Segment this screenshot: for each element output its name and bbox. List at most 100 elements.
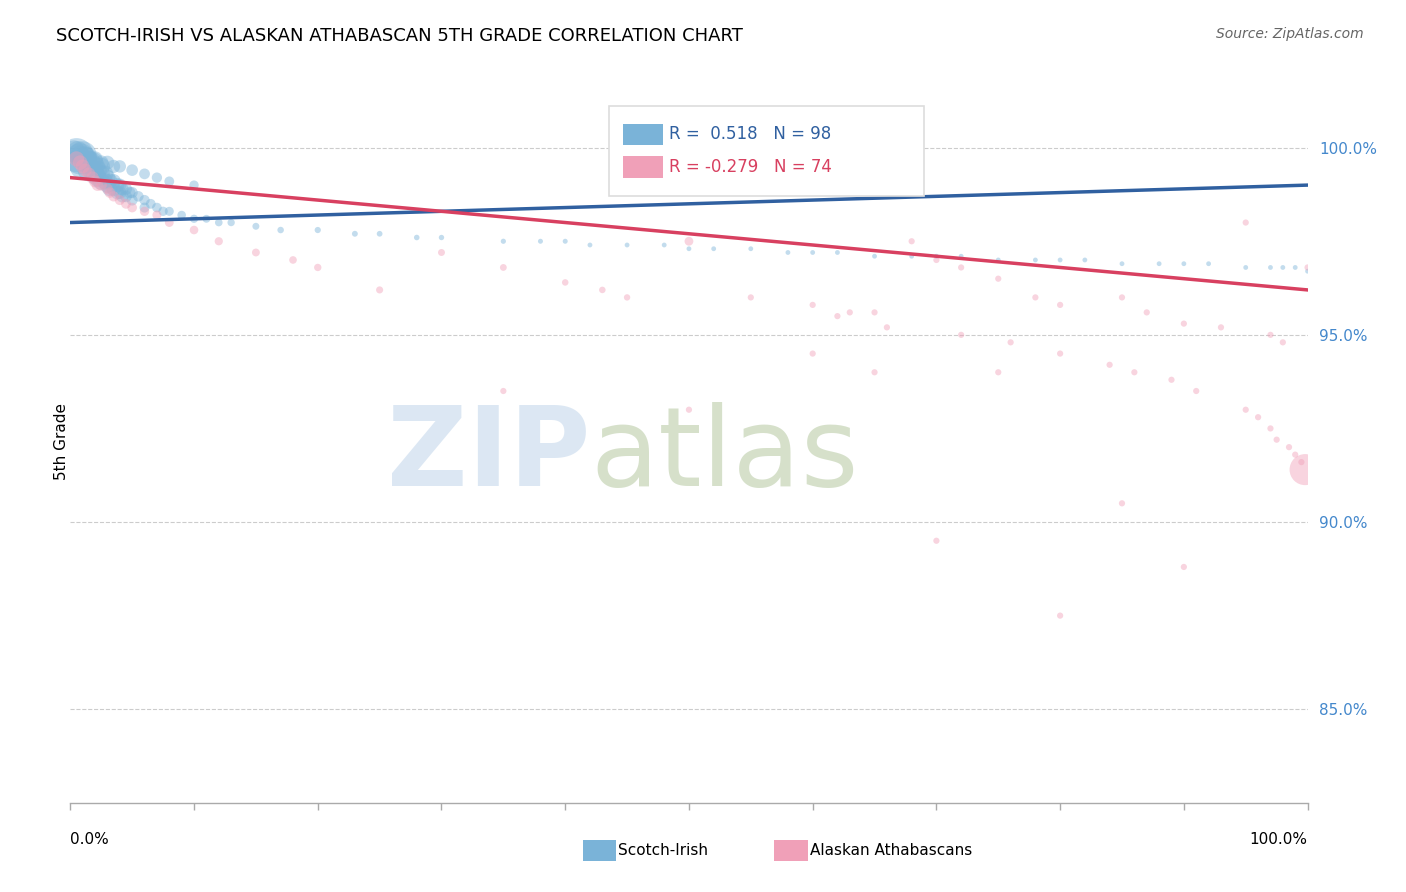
Point [94, 167, 117, 181]
Point [108, 186, 131, 200]
Point [987, 271, 1010, 285]
Point [652, 238, 675, 252]
Point [90, 155, 112, 169]
Point [152, 204, 174, 219]
Point [863, 365, 886, 379]
Point [740, 242, 762, 256]
FancyBboxPatch shape [609, 105, 924, 196]
Text: Alaskan Athabascans: Alaskan Athabascans [810, 843, 973, 858]
Y-axis label: 5th Grade: 5th Grade [55, 403, 69, 480]
Point [90, 160, 112, 174]
Point [987, 365, 1010, 379]
Point [111, 189, 134, 203]
Point [1234, 215, 1257, 229]
Point [72, 148, 94, 162]
Point [108, 178, 131, 193]
Point [98, 174, 121, 188]
Point [77, 155, 100, 169]
Text: SCOTCH-IRISH VS ALASKAN ATHABASCAN 5TH GRADE CORRELATION CHART: SCOTCH-IRISH VS ALASKAN ATHABASCAN 5TH G… [56, 27, 744, 45]
Point [121, 186, 143, 200]
Point [98, 186, 121, 200]
Point [1074, 252, 1097, 267]
Point [96, 155, 118, 169]
Point [1147, 257, 1170, 271]
Point [115, 182, 138, 196]
Point [134, 201, 156, 215]
Point [430, 245, 453, 260]
Point [554, 276, 576, 290]
Point [1111, 257, 1133, 271]
Point [776, 245, 799, 260]
Point [82, 170, 104, 185]
Point [950, 327, 973, 342]
Point [134, 204, 156, 219]
Point [678, 402, 700, 417]
Text: 0.0%: 0.0% [70, 831, 110, 847]
Point [77, 167, 100, 181]
Point [245, 245, 267, 260]
Point [405, 230, 427, 244]
Point [1111, 290, 1133, 304]
Point [86, 178, 108, 193]
Point [801, 245, 824, 260]
Point [368, 283, 391, 297]
Point [492, 234, 515, 248]
Point [121, 201, 143, 215]
Point [1000, 335, 1022, 350]
Point [65, 148, 87, 162]
Point [1185, 384, 1208, 398]
Point [827, 245, 849, 260]
Point [183, 223, 205, 237]
Point [77, 152, 100, 166]
Point [1234, 402, 1257, 417]
Point [208, 234, 231, 248]
Point [86, 163, 108, 178]
Point [157, 204, 180, 219]
Point [925, 533, 948, 548]
Point [827, 309, 849, 323]
Point [950, 249, 973, 263]
Point [63, 145, 86, 159]
FancyBboxPatch shape [582, 840, 616, 861]
Point [1098, 358, 1121, 372]
Point [368, 227, 391, 241]
Point [115, 196, 138, 211]
Point [430, 230, 453, 244]
Point [82, 163, 104, 178]
Point [108, 160, 131, 174]
Point [1260, 421, 1282, 435]
Point [157, 215, 180, 229]
Point [1160, 373, 1182, 387]
Point [183, 178, 205, 193]
Point [170, 208, 193, 222]
Point [146, 201, 169, 215]
Point [121, 163, 143, 178]
Point [740, 290, 762, 304]
Point [307, 223, 329, 237]
Point [69, 152, 91, 166]
Point [307, 260, 329, 275]
Point [96, 170, 118, 185]
Point [111, 182, 134, 196]
Point [1024, 290, 1046, 304]
FancyBboxPatch shape [623, 156, 664, 178]
Point [105, 178, 128, 193]
Point [84, 167, 107, 181]
Point [1296, 264, 1319, 278]
Point [219, 215, 242, 229]
Point [69, 155, 91, 169]
Point [208, 215, 231, 229]
Point [1049, 346, 1071, 360]
Point [281, 252, 304, 267]
Point [103, 189, 125, 203]
Point [703, 242, 725, 256]
Point [1271, 335, 1294, 350]
Point [103, 174, 125, 188]
Point [69, 148, 91, 162]
Point [82, 155, 104, 169]
Text: Source: ZipAtlas.com: Source: ZipAtlas.com [1216, 27, 1364, 41]
Point [863, 249, 886, 263]
Point [72, 160, 94, 174]
Point [492, 260, 515, 275]
Point [75, 148, 97, 162]
